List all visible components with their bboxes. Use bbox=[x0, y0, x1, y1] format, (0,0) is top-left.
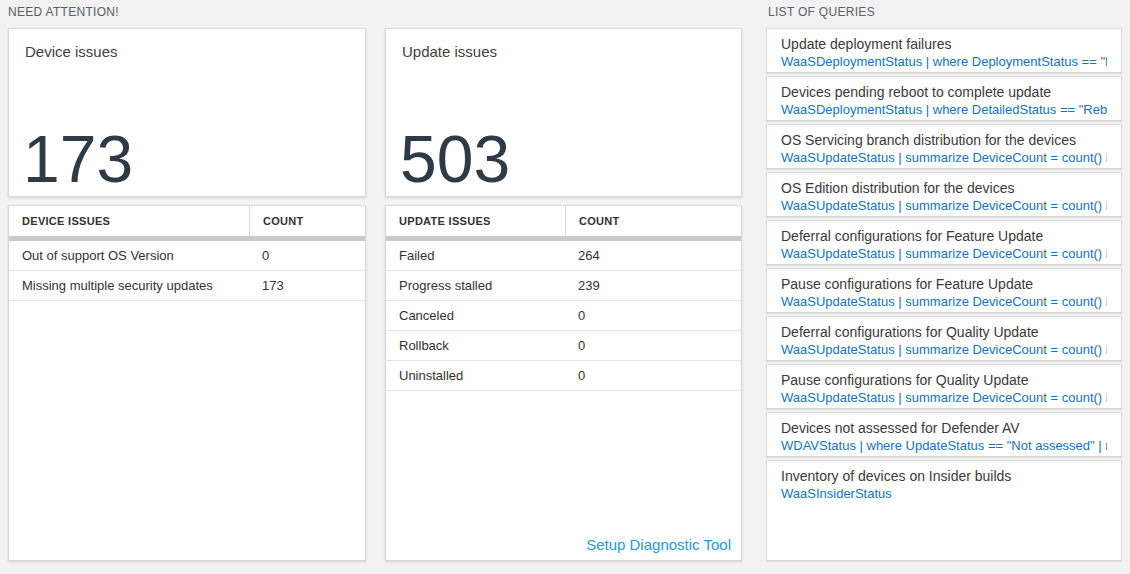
device-issues-tile-title: Device issues bbox=[25, 43, 118, 60]
update-issues-count: 503 bbox=[400, 126, 510, 192]
issue-count-cell: 173 bbox=[249, 271, 365, 300]
table-row[interactable]: Progress stalled 239 bbox=[386, 271, 741, 301]
query-item-update-deployment-failures[interactable]: Update deployment failures WaaSDeploymen… bbox=[766, 28, 1122, 73]
query-item-insider-builds-inventory[interactable]: Inventory of devices on Insider builds W… bbox=[766, 460, 1122, 561]
query-item-pause-feature-update[interactable]: Pause configurations for Feature Update … bbox=[766, 268, 1122, 313]
query-item-os-servicing-branch[interactable]: OS Servicing branch distribution for the… bbox=[766, 124, 1122, 169]
issue-name-cell: Failed bbox=[386, 248, 565, 263]
query-title: Devices pending reboot to complete updat… bbox=[781, 84, 1107, 100]
query-text: WaaSInsiderStatus bbox=[781, 486, 1107, 501]
issue-name-cell: Rollback bbox=[386, 338, 565, 353]
query-text: WaaSUpdateStatus | summarize DeviceCount… bbox=[781, 294, 1107, 309]
section-title-need-attention: NEED ATTENTION! bbox=[8, 5, 119, 19]
query-title: Devices not assessed for Defender AV bbox=[781, 420, 1107, 436]
device-issues-table-header: DEVICE ISSUES COUNT bbox=[9, 206, 365, 236]
query-text: WaaSUpdateStatus | summarize DeviceCount… bbox=[781, 150, 1107, 165]
issue-count-cell: 0 bbox=[565, 301, 741, 330]
query-title: Deferral configurations for Feature Upda… bbox=[781, 228, 1107, 244]
query-item-pause-quality-update[interactable]: Pause configurations for Quality Update … bbox=[766, 364, 1122, 409]
issue-name-cell: Uninstalled bbox=[386, 368, 565, 383]
issue-name-cell: Progress stalled bbox=[386, 278, 565, 293]
update-issues-table-card: UPDATE ISSUES COUNT Failed 264 Progress … bbox=[385, 205, 742, 561]
issue-count-cell: 0 bbox=[565, 361, 741, 390]
issue-count-cell: 264 bbox=[565, 241, 741, 270]
table-row[interactable]: Uninstalled 0 bbox=[386, 361, 741, 391]
query-text: WaaSUpdateStatus | summarize DeviceCount… bbox=[781, 198, 1107, 213]
issue-name-cell: Missing multiple security updates bbox=[9, 278, 249, 293]
count-column-header: COUNT bbox=[565, 206, 741, 236]
update-issues-column-header: UPDATE ISSUES bbox=[386, 215, 565, 227]
issue-count-cell: 0 bbox=[565, 331, 741, 360]
device-issues-tile[interactable]: Device issues 173 bbox=[8, 28, 366, 197]
query-item-deferral-feature-update[interactable]: Deferral configurations for Feature Upda… bbox=[766, 220, 1122, 265]
issue-count-cell: 239 bbox=[565, 271, 741, 300]
query-title: OS Servicing branch distribution for the… bbox=[781, 132, 1107, 148]
query-text: WaaSUpdateStatus | summarize DeviceCount… bbox=[781, 246, 1107, 261]
query-title: Inventory of devices on Insider builds bbox=[781, 468, 1107, 484]
query-title: Pause configurations for Feature Update bbox=[781, 276, 1107, 292]
query-title: Pause configurations for Quality Update bbox=[781, 372, 1107, 388]
device-issues-count: 173 bbox=[23, 126, 133, 192]
update-issues-table-header: UPDATE ISSUES COUNT bbox=[386, 206, 741, 236]
table-row[interactable]: Rollback 0 bbox=[386, 331, 741, 361]
table-row[interactable]: Out of support OS Version 0 bbox=[9, 241, 365, 271]
query-text: WaaSDeploymentStatus | where DeploymentS… bbox=[781, 54, 1107, 69]
count-column-header: COUNT bbox=[249, 206, 365, 236]
query-item-devices-not-assessed-defender[interactable]: Devices not assessed for Defender AV WDA… bbox=[766, 412, 1122, 457]
query-title: Update deployment failures bbox=[781, 36, 1107, 52]
issue-name-cell: Canceled bbox=[386, 308, 565, 323]
query-list: Update deployment failures WaaSDeploymen… bbox=[766, 28, 1122, 561]
query-text: WaaSUpdateStatus | summarize DeviceCount… bbox=[781, 342, 1107, 357]
query-text: WDAVStatus | where UpdateStatus == "Not … bbox=[781, 438, 1107, 453]
query-title: OS Edition distribution for the devices bbox=[781, 180, 1107, 196]
update-issues-tile-title: Update issues bbox=[402, 43, 497, 60]
query-item-os-edition-distribution[interactable]: OS Edition distribution for the devices … bbox=[766, 172, 1122, 217]
update-issues-tile[interactable]: Update issues 503 bbox=[385, 28, 742, 197]
query-text: WaaSUpdateStatus | summarize DeviceCount… bbox=[781, 390, 1107, 405]
setup-diagnostic-tool-link[interactable]: Setup Diagnostic Tool bbox=[586, 536, 731, 553]
table-row[interactable]: Missing multiple security updates 173 bbox=[9, 271, 365, 301]
table-row[interactable]: Canceled 0 bbox=[386, 301, 741, 331]
query-item-deferral-quality-update[interactable]: Deferral configurations for Quality Upda… bbox=[766, 316, 1122, 361]
table-row[interactable]: Failed 264 bbox=[386, 241, 741, 271]
query-title: Deferral configurations for Quality Upda… bbox=[781, 324, 1107, 340]
issue-count-cell: 0 bbox=[249, 241, 365, 270]
issue-name-cell: Out of support OS Version bbox=[9, 248, 249, 263]
query-text: WaaSDeploymentStatus | where DetailedSta… bbox=[781, 102, 1107, 117]
device-issues-column-header: DEVICE ISSUES bbox=[9, 215, 249, 227]
device-issues-table-card: DEVICE ISSUES COUNT Out of support OS Ve… bbox=[8, 205, 366, 561]
update-compliance-dashboard: NEED ATTENTION! LIST OF QUERIES Device i… bbox=[0, 0, 1130, 574]
query-item-devices-pending-reboot[interactable]: Devices pending reboot to complete updat… bbox=[766, 76, 1122, 121]
section-title-list-of-queries: LIST OF QUERIES bbox=[768, 5, 875, 19]
